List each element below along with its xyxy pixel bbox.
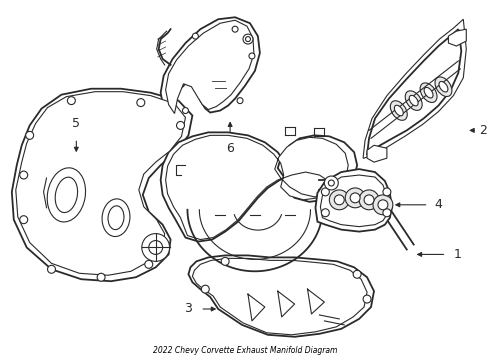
Circle shape (221, 257, 229, 265)
Polygon shape (316, 169, 392, 231)
Polygon shape (320, 175, 388, 227)
Text: 2: 2 (479, 124, 487, 137)
Circle shape (334, 195, 344, 205)
Circle shape (245, 37, 250, 41)
Circle shape (359, 190, 379, 210)
Circle shape (25, 131, 34, 139)
Ellipse shape (439, 81, 448, 92)
Circle shape (345, 188, 365, 208)
Polygon shape (367, 145, 387, 162)
Ellipse shape (391, 101, 407, 120)
Circle shape (20, 216, 28, 224)
Circle shape (243, 34, 253, 44)
Circle shape (232, 26, 238, 32)
Text: 3: 3 (185, 302, 193, 315)
Circle shape (353, 270, 361, 278)
Polygon shape (448, 29, 466, 46)
Circle shape (328, 180, 334, 186)
Polygon shape (12, 89, 193, 281)
Circle shape (68, 96, 75, 105)
Circle shape (142, 234, 170, 261)
Polygon shape (166, 20, 254, 113)
Polygon shape (367, 29, 461, 155)
Circle shape (48, 265, 55, 273)
Circle shape (383, 188, 391, 196)
Polygon shape (161, 17, 260, 118)
Circle shape (324, 176, 338, 190)
Circle shape (237, 98, 243, 104)
Circle shape (145, 260, 153, 268)
Polygon shape (363, 19, 466, 158)
Circle shape (97, 273, 105, 281)
Circle shape (182, 108, 189, 113)
Text: 6: 6 (226, 142, 234, 155)
Circle shape (193, 33, 198, 39)
Circle shape (321, 209, 329, 217)
Circle shape (137, 99, 145, 107)
Circle shape (321, 188, 329, 196)
Circle shape (329, 190, 349, 210)
Circle shape (176, 121, 184, 129)
Polygon shape (166, 135, 348, 239)
Text: 1: 1 (453, 248, 461, 261)
Polygon shape (193, 258, 367, 335)
Circle shape (364, 195, 374, 205)
Ellipse shape (409, 95, 418, 106)
Circle shape (20, 171, 28, 179)
Ellipse shape (420, 83, 437, 103)
Circle shape (201, 285, 209, 293)
Circle shape (383, 209, 391, 217)
Circle shape (350, 193, 360, 203)
Polygon shape (16, 92, 185, 275)
Polygon shape (161, 132, 357, 242)
Circle shape (249, 53, 255, 59)
Circle shape (378, 200, 388, 210)
Ellipse shape (405, 91, 422, 111)
Text: 5: 5 (73, 117, 80, 130)
Ellipse shape (394, 105, 403, 116)
Ellipse shape (424, 87, 433, 98)
Circle shape (363, 295, 371, 303)
Text: 4: 4 (435, 198, 442, 211)
Ellipse shape (435, 77, 452, 96)
Circle shape (373, 195, 393, 215)
Text: 2022 Chevy Corvette Exhaust Manifold Diagram: 2022 Chevy Corvette Exhaust Manifold Dia… (153, 346, 337, 355)
Circle shape (149, 240, 163, 255)
Polygon shape (189, 255, 374, 337)
